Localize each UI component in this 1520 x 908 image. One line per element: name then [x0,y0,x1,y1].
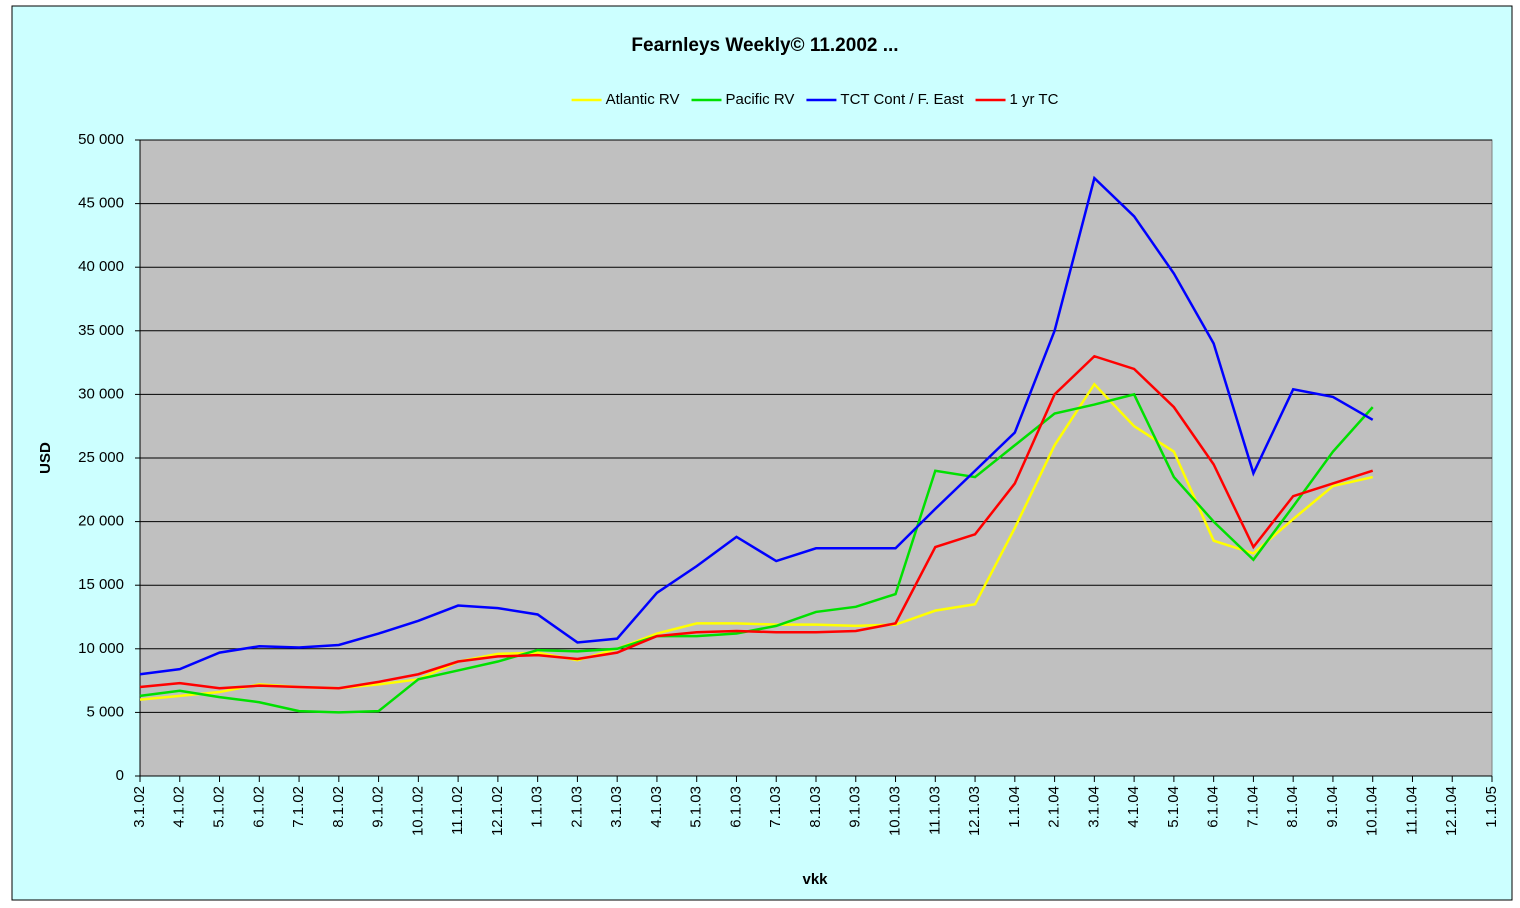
x-tick-label: 9.1.03 [847,786,864,828]
x-tick-label: 5.1.02 [210,786,227,828]
x-tick-label: 7.1.02 [290,786,307,828]
x-tick-label: 8.1.04 [1284,786,1301,828]
x-tick-label: 9.1.02 [370,786,387,828]
x-tick-label: 9.1.04 [1324,786,1341,828]
series-line [139,175,1374,676]
x-tick-label: 10.1.04 [1364,786,1381,836]
x-tick-label: 3.1.03 [608,786,625,828]
x-tick-label: 3.1.04 [1085,786,1102,828]
x-tick-label: 5.1.04 [1165,786,1182,828]
y-tick-label: 25 000 [78,449,124,466]
y-tick-label: 0 [116,767,124,784]
legend-label: Atlantic RV [606,91,680,108]
x-tick-label: 11.1.04 [1403,786,1420,835]
x-tick-label: 11.1.03 [926,786,943,835]
x-tick-label: 11.1.02 [449,786,466,835]
x-tick-label: 7.1.03 [767,786,784,828]
legend-label: Pacific RV [726,91,795,108]
y-tick-label: 5 000 [86,703,124,720]
x-tick-label: 6.1.04 [1205,786,1222,828]
y-tick-label: 50 000 [78,131,124,148]
chart-title: Fearnleys Weekly© 11.2002 ... [631,35,898,56]
x-tick-label: 8.1.03 [807,786,824,828]
x-tick-label: 6.1.02 [250,786,267,828]
x-tick-label: 12.1.04 [1443,786,1460,836]
x-tick-label: 8.1.02 [330,786,347,828]
y-axis-label: USD [37,442,54,474]
x-tick-label: 7.1.04 [1244,786,1261,828]
x-tick-label: 4.1.04 [1125,786,1142,828]
x-tick-label: 10.1.02 [409,786,426,836]
x-tick-label: 6.1.03 [727,786,744,828]
y-tick-label: 40 000 [78,258,124,275]
x-tick-label: 4.1.03 [648,786,665,828]
y-tick-label: 30 000 [78,385,124,402]
x-tick-label: 10.1.03 [886,786,903,836]
x-tick-label: 2.1.04 [1046,786,1063,828]
series-line [139,354,1374,690]
x-tick-label: 1.1.04 [1006,786,1023,828]
x-tick-label: 1.1.05 [1483,786,1500,828]
y-tick-label: 35 000 [78,322,124,339]
x-tick-label: 2.1.03 [568,786,585,828]
x-axis-label: vkk [802,871,828,888]
legend-label: TCT Cont / F. East [840,91,964,108]
x-tick-label: 12.1.02 [489,786,506,836]
x-tick-label: 3.1.02 [131,786,148,828]
x-tick-label: 5.1.03 [688,786,705,828]
x-tick-label: 12.1.03 [966,786,983,836]
x-tick-label: 1.1.03 [529,786,546,828]
legend-label: 1 yr TC [1010,91,1059,108]
y-tick-label: 10 000 [78,640,124,657]
series-line [139,392,1374,714]
y-tick-label: 15 000 [78,576,124,593]
y-tick-label: 20 000 [78,513,124,530]
y-tick-label: 45 000 [78,195,124,212]
x-tick-label: 4.1.02 [171,786,188,828]
